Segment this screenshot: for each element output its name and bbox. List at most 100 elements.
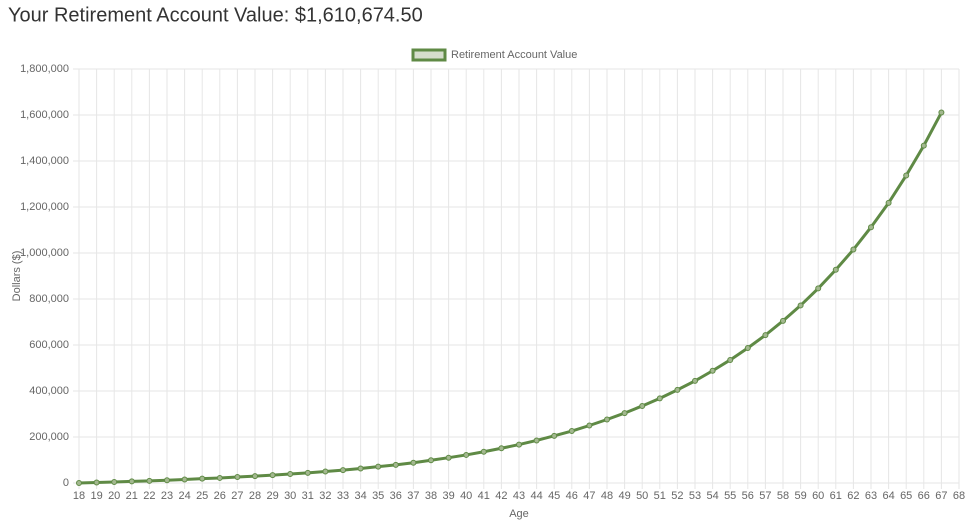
data-point — [656, 395, 663, 402]
x-tick-label: 63 — [865, 490, 877, 502]
y-tick-label: 200,000 — [29, 431, 69, 443]
x-tick-label: 47 — [583, 490, 595, 502]
x-tick-label: 22 — [143, 490, 155, 502]
x-tick-label: 26 — [214, 490, 226, 502]
x-tick-label: 31 — [302, 490, 314, 502]
data-point — [181, 476, 188, 483]
legend-label: Retirement Account Value — [451, 49, 577, 61]
x-tick-label: 42 — [495, 490, 507, 502]
x-axis-label: Age — [509, 508, 529, 520]
data-point — [463, 451, 470, 458]
data-point — [498, 445, 505, 452]
x-tick-label: 39 — [442, 490, 454, 502]
x-tick-label: 28 — [249, 490, 261, 502]
x-tick-label: 32 — [319, 490, 331, 502]
x-tick-label: 27 — [231, 490, 243, 502]
data-point — [727, 356, 734, 363]
x-tick-label: 29 — [266, 490, 278, 502]
y-tick-label: 800,000 — [29, 293, 69, 305]
x-tick-label: 54 — [706, 490, 718, 502]
x-tick-label: 40 — [460, 490, 472, 502]
x-tick-label: 19 — [90, 490, 102, 502]
data-point — [392, 461, 399, 468]
data-point — [516, 441, 522, 448]
x-tick-label: 57 — [759, 490, 771, 502]
data-point — [269, 472, 276, 479]
data-point — [692, 377, 698, 384]
x-tick-label: 23 — [161, 490, 173, 502]
data-point — [604, 416, 610, 423]
data-point — [832, 266, 839, 273]
y-tick-label: 1,400,000 — [20, 155, 69, 167]
x-tick-label: 51 — [654, 490, 666, 502]
y-tick-label: 600,000 — [29, 339, 69, 351]
x-tick-label: 18 — [73, 490, 85, 502]
y-tick-label: 400,000 — [29, 385, 69, 397]
x-tick-label: 20 — [108, 490, 120, 502]
data-point — [885, 199, 892, 206]
x-tick-label: 53 — [689, 490, 701, 502]
legend-swatch — [411, 48, 447, 62]
x-tick-label: 64 — [882, 490, 894, 502]
data-point — [621, 410, 628, 417]
data-point — [340, 467, 346, 474]
data-point — [568, 428, 575, 435]
data-point — [287, 471, 294, 478]
data-point — [920, 142, 927, 149]
data-point — [357, 465, 364, 472]
data-point — [639, 402, 646, 409]
x-tick-label: 67 — [935, 490, 947, 502]
x-tick-label: 36 — [390, 490, 402, 502]
data-point — [164, 477, 170, 484]
data-point — [428, 457, 434, 464]
x-tick-label: 68 — [953, 490, 965, 502]
x-tick-label: 61 — [830, 490, 842, 502]
data-point — [375, 463, 382, 470]
data-point — [709, 367, 716, 374]
data-point — [797, 302, 804, 309]
x-tick-label: 58 — [777, 490, 789, 502]
series-line — [78, 111, 943, 485]
x-tick-label: 46 — [566, 490, 578, 502]
x-tick-label: 56 — [742, 490, 754, 502]
x-tick-label: 33 — [337, 490, 349, 502]
x-tick-label: 48 — [601, 490, 613, 502]
y-tick-label: 0 — [63, 477, 69, 489]
data-point — [445, 454, 452, 461]
data-point — [111, 478, 118, 485]
x-tick-label: 37 — [407, 490, 419, 502]
data-point — [93, 479, 100, 486]
y-axis-label: Dollars ($) — [11, 251, 23, 302]
x-tick-label: 49 — [618, 490, 630, 502]
x-tick-label: 60 — [812, 490, 824, 502]
y-tick-label: 1,000,000 — [20, 247, 69, 259]
x-tick-label: 38 — [425, 490, 437, 502]
x-tick-label: 43 — [513, 490, 525, 502]
data-point — [146, 477, 153, 484]
data-point — [410, 459, 417, 466]
data-point — [674, 386, 681, 393]
data-point — [234, 474, 241, 481]
chart-title: Your Retirement Account Value: $1,610,67… — [8, 4, 423, 26]
data-point — [744, 344, 751, 351]
data-point — [322, 468, 329, 475]
y-tick-label: 1,600,000 — [20, 109, 69, 121]
x-tick-label: 30 — [284, 490, 296, 502]
data-point — [938, 109, 945, 116]
data-point — [815, 285, 822, 292]
x-tick-label: 52 — [671, 490, 683, 502]
x-tick-label: 41 — [478, 490, 490, 502]
x-tick-label: 35 — [372, 490, 384, 502]
data-point — [480, 448, 487, 455]
x-tick-label: 24 — [178, 490, 190, 502]
data-point — [533, 437, 540, 444]
data-point — [551, 432, 558, 439]
x-tick-label: 55 — [724, 490, 736, 502]
data-point — [850, 246, 857, 253]
data-point — [76, 480, 82, 486]
x-tick-label: 66 — [918, 490, 930, 502]
data-point — [903, 172, 910, 179]
x-tick-label: 21 — [126, 490, 138, 502]
